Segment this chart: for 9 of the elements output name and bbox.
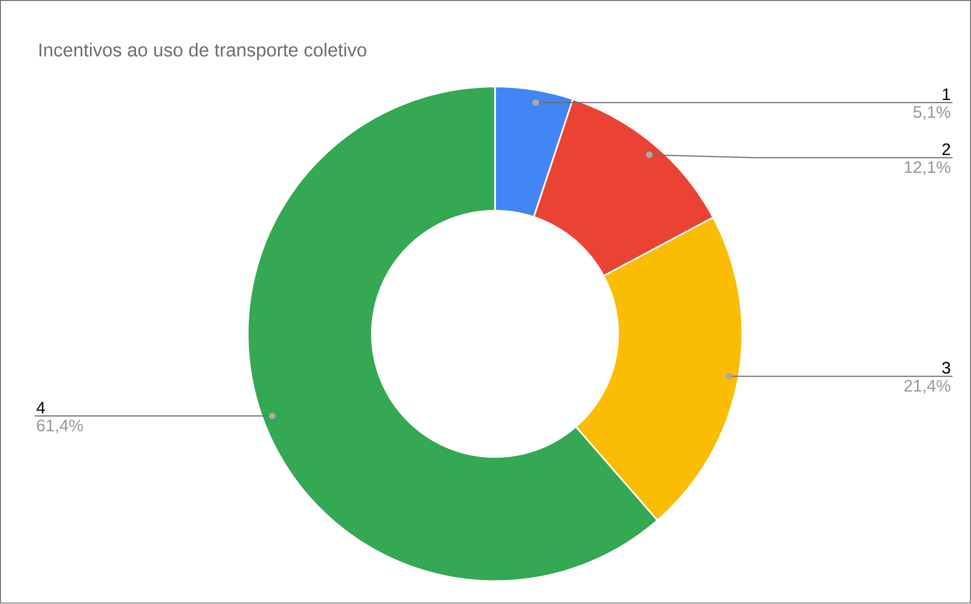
slice-label: 2	[942, 144, 950, 156]
slice-label: 4	[36, 402, 45, 414]
data-label: 61,4%	[36, 420, 83, 434]
data-label: 5,1%	[914, 106, 950, 120]
slice-label: 3	[942, 362, 950, 374]
slice-label: 1	[942, 88, 950, 100]
chart-title: Incentivos ao uso de transporte coletivo	[40, 43, 366, 60]
data-label: 21,4%	[904, 380, 950, 394]
data-label: 12,1%	[904, 161, 950, 176]
